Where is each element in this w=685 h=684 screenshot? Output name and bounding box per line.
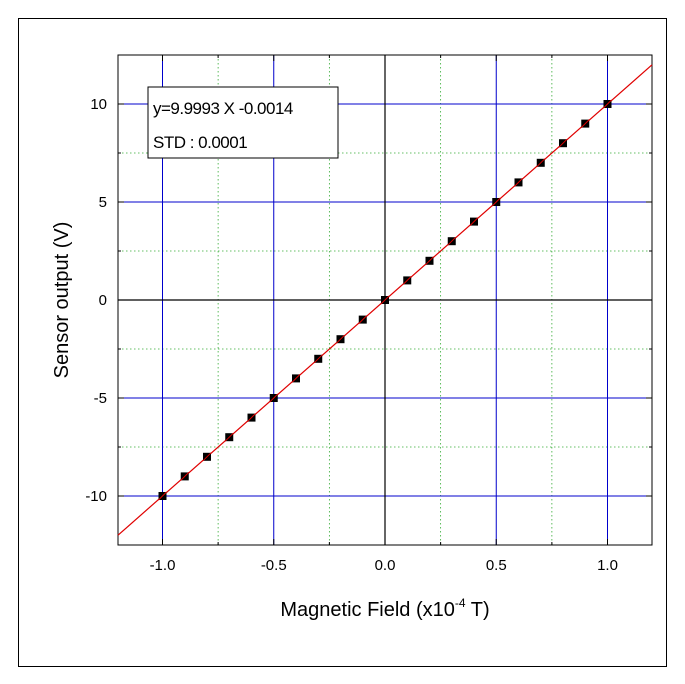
data-point-fit-overlay [247, 413, 256, 422]
x-tick-label: -0.5 [261, 557, 287, 574]
fit-std: STD : 0.0001 [153, 133, 247, 152]
tick-labels: -1.0 -0.5 0.0 0.5 1.0 -10 -5 0 5 10 [85, 96, 618, 574]
data-point-fit-overlay [580, 119, 590, 128]
data-point-fit-overlay [291, 374, 301, 383]
y-tick-label: 0 [99, 292, 107, 309]
data-point-fit-overlay [313, 354, 323, 364]
data-point-fit-overlay [469, 217, 479, 226]
data-point-fit-overlay [402, 276, 412, 285]
data-point-fit-overlay [224, 432, 234, 442]
annotation-rect [147, 86, 339, 159]
data-point-fit-overlay [603, 99, 612, 109]
data-point-fit-overlay [536, 158, 546, 168]
data-point-fit-overlay [180, 472, 190, 481]
x-tick-label: 1.0 [597, 557, 618, 574]
data-point-fit-overlay [336, 334, 345, 344]
data-point-fit-overlay [447, 236, 457, 246]
y-tick-label: 5 [99, 194, 107, 211]
data-point-fit-overlay [425, 256, 434, 266]
data-point-fit-overlay [158, 491, 167, 501]
data-point-fit-overlay [491, 197, 501, 207]
x-axis-title-exponent: -4 [455, 596, 466, 610]
data-point-fit-overlay [558, 138, 568, 148]
x-tick-label: -1.0 [150, 557, 176, 574]
data-point-fit-overlay [269, 393, 279, 403]
annotation-box: y=9.9993 X -0.0014 STD : 0.0001 [147, 86, 339, 159]
y-axis-title: Sensor output (V) [51, 222, 73, 379]
x-axis-title: Magnetic Field (x10-4 T) [280, 596, 489, 621]
y-tick-label: -5 [94, 390, 107, 407]
y-tick-label: 10 [90, 96, 107, 113]
x-tick-label: 0.5 [486, 557, 507, 574]
x-tick-label: 0.0 [375, 557, 396, 574]
data-point-fit-overlay [514, 178, 523, 187]
x-axis-title-unit: T) [466, 599, 490, 621]
x-axis-title-main: Magnetic Field (x10 [280, 599, 455, 621]
data-point-fit-overlay [202, 452, 212, 462]
data-points [158, 99, 612, 501]
data-point-fit-overlay [380, 295, 390, 305]
y-tick-label: -10 [85, 488, 107, 505]
data-point-fit-overlay [358, 315, 368, 324]
fit-equation: y=9.9993 X -0.0014 [153, 99, 293, 118]
